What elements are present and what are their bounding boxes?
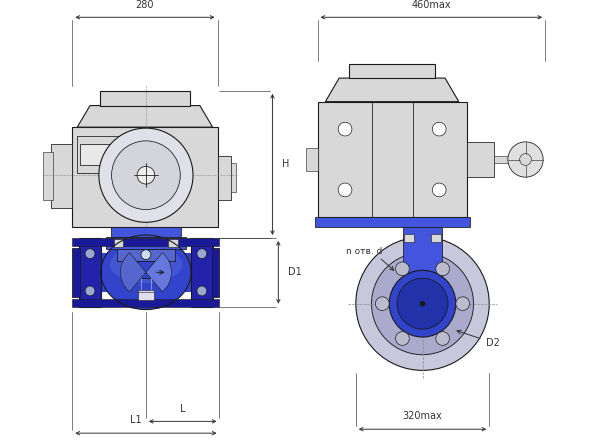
Bar <box>80 144 115 165</box>
Bar <box>111 227 181 237</box>
Circle shape <box>456 297 470 310</box>
Bar <box>77 136 121 173</box>
Bar <box>43 152 53 200</box>
Bar <box>72 238 219 246</box>
Text: D1: D1 <box>288 267 302 277</box>
Circle shape <box>85 286 95 296</box>
Bar <box>212 248 219 297</box>
Circle shape <box>141 250 151 260</box>
Ellipse shape <box>101 235 191 310</box>
Bar <box>106 237 186 249</box>
Text: H: H <box>282 159 290 169</box>
Circle shape <box>85 249 95 258</box>
Circle shape <box>356 237 489 370</box>
Circle shape <box>395 332 410 345</box>
Text: 460max: 460max <box>411 0 451 11</box>
Circle shape <box>508 142 543 177</box>
Bar <box>72 299 219 306</box>
Wedge shape <box>146 253 171 292</box>
Text: 320max: 320max <box>402 411 443 422</box>
Circle shape <box>338 183 352 197</box>
Bar <box>101 253 191 292</box>
Text: L: L <box>180 404 186 414</box>
Circle shape <box>395 262 410 276</box>
Bar <box>100 91 190 105</box>
Circle shape <box>397 278 448 329</box>
Bar <box>122 261 170 278</box>
Circle shape <box>433 122 446 136</box>
Text: n отв. d: n отв. d <box>346 247 382 256</box>
Bar <box>405 286 440 302</box>
Circle shape <box>197 286 207 296</box>
Bar <box>113 239 124 247</box>
Bar <box>314 217 470 227</box>
Bar <box>404 234 414 242</box>
Bar <box>231 164 236 192</box>
Bar <box>349 64 435 78</box>
Circle shape <box>372 253 473 355</box>
Bar <box>409 276 436 286</box>
Circle shape <box>433 183 446 197</box>
Circle shape <box>389 270 456 337</box>
Wedge shape <box>121 253 146 292</box>
Bar <box>72 248 80 297</box>
Polygon shape <box>77 105 213 127</box>
Bar <box>51 144 72 208</box>
Bar <box>72 127 217 227</box>
Bar <box>494 156 512 164</box>
Bar <box>138 290 154 300</box>
Circle shape <box>112 141 180 209</box>
Circle shape <box>197 249 207 258</box>
Bar <box>79 238 101 306</box>
Circle shape <box>338 122 352 136</box>
Circle shape <box>137 166 155 184</box>
Circle shape <box>375 297 389 310</box>
Bar <box>217 156 231 200</box>
Text: D2: D2 <box>486 338 499 348</box>
Circle shape <box>420 301 425 306</box>
Circle shape <box>99 128 193 222</box>
Bar <box>306 148 317 171</box>
Bar <box>191 238 213 306</box>
Polygon shape <box>326 78 459 101</box>
Ellipse shape <box>110 246 182 283</box>
Bar <box>467 142 494 177</box>
Text: 280: 280 <box>136 0 154 11</box>
Bar <box>317 101 467 217</box>
Circle shape <box>436 262 450 276</box>
Circle shape <box>436 332 450 345</box>
Text: L1: L1 <box>130 415 142 425</box>
Bar <box>431 234 441 242</box>
Circle shape <box>519 153 531 165</box>
Bar <box>403 227 442 276</box>
Bar <box>168 239 178 247</box>
Bar <box>116 249 176 261</box>
